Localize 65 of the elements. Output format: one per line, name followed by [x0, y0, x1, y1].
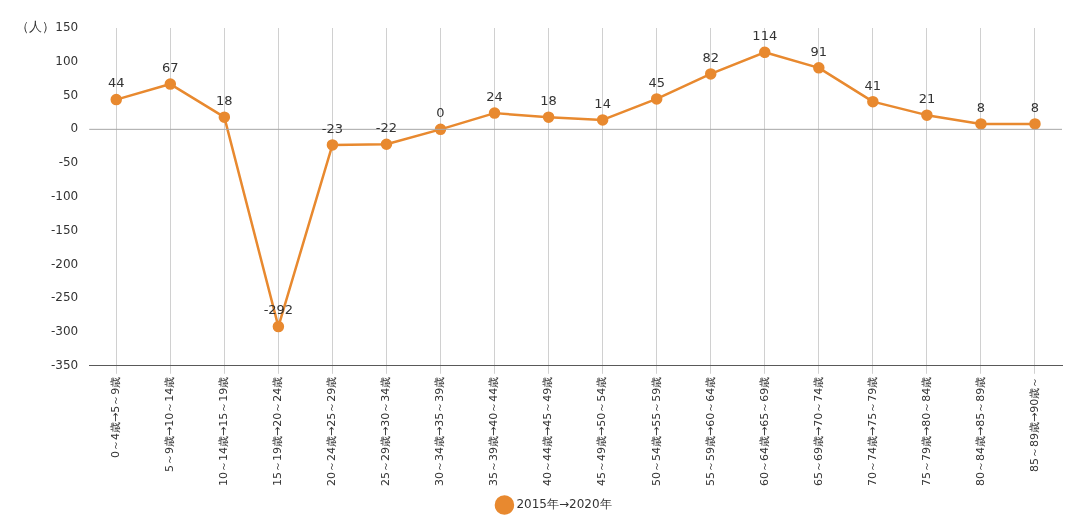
point [975, 118, 987, 130]
point [813, 62, 825, 74]
point [164, 78, 177, 90]
x-tick-label: 60～64歳→65～69歳 [757, 376, 771, 487]
y-tick-label: 50 [62, 87, 79, 102]
x-tick-label: 80～84歳→85～89歳 [973, 376, 987, 487]
point [650, 93, 663, 105]
data-label: 82 [702, 49, 719, 65]
x-tick-label: 50～54歳→55～59歳 [649, 376, 663, 487]
data-label: 41 [864, 77, 882, 93]
x-tick-label: 40～44歳→45～49歳 [541, 376, 555, 487]
point [326, 139, 339, 151]
x-tick-label: 5～9歳→10～14歳 [163, 376, 177, 473]
data-label: 91 [810, 43, 828, 59]
x-tick-label: 0～4歳→5～9歳 [109, 376, 123, 459]
data-label: 8 [976, 99, 986, 115]
x-tick-label: 70～74歳→75～79歳 [865, 376, 879, 487]
data-label: -23 [321, 120, 344, 136]
data-label: 0 [436, 105, 445, 121]
y-tick-label: -250 [51, 290, 79, 305]
x-tick-label: 85～89歳→90歳～ [1027, 376, 1041, 473]
data-label: 18 [216, 93, 233, 109]
x-tick-label: 15～19歳→20～24歳 [271, 376, 285, 487]
data-label: 67 [162, 59, 179, 75]
x-tick-label: 45～49歳→50～54歳 [595, 376, 609, 487]
x-tick-label: 20～24歳→25～29歳 [325, 376, 339, 487]
y-tick-label: -50 [58, 155, 79, 170]
x-tick-label: 25～29歳→30～34歳 [379, 376, 393, 487]
point [380, 138, 393, 150]
x-tick-label: 10～14歳→15～19歳 [217, 376, 231, 487]
legend-label: 2015年→2020年 [516, 497, 612, 512]
y-tick-label: 100 [55, 53, 79, 68]
y-tick-label: -350 [51, 357, 79, 372]
point [759, 46, 771, 59]
data-label: 45 [648, 74, 665, 90]
point [272, 320, 285, 333]
point [542, 111, 555, 123]
data-label: 18 [540, 93, 557, 109]
y-tick-label: -150 [51, 222, 79, 237]
y-tick-label: -100 [51, 189, 79, 204]
y-tick-label: -300 [51, 324, 79, 339]
x-tick-label: 35～39歳→40～44歳 [487, 376, 501, 487]
data-label: 8 [1030, 99, 1040, 115]
point [110, 93, 123, 106]
x-tick-label: 65～69歳→70～74歳 [811, 376, 825, 487]
x-tick-label: 55～59歳→60～64歳 [703, 376, 717, 487]
x-tick-label: 75～79歳→80～84歳 [919, 376, 933, 487]
y-tick-label: 0 [70, 121, 79, 136]
point [704, 68, 717, 80]
data-label: 24 [486, 89, 503, 104]
point [867, 95, 879, 108]
data-label: -22 [375, 120, 398, 136]
y-axis-title: （人） [16, 19, 55, 35]
y-tick-label: 150 [55, 20, 79, 35]
data-label: 14 [594, 95, 611, 111]
point [596, 114, 609, 126]
point [218, 111, 231, 123]
data-label: 44 [107, 75, 125, 91]
data-label: 21 [918, 91, 936, 107]
x-tick-label: 30～34歳→35～39歳 [433, 376, 447, 487]
point [1029, 118, 1041, 130]
point [488, 107, 501, 119]
data-label: 114 [752, 28, 778, 44]
y-tick-label: -200 [51, 256, 79, 271]
point [921, 109, 933, 121]
